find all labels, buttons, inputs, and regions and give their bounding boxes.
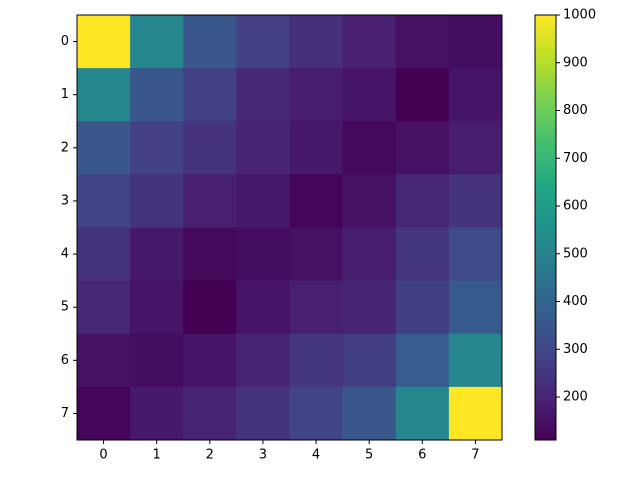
colorbar-tick-label: 900	[563, 55, 588, 70]
y-tick-label: 7	[61, 406, 69, 421]
x-tick-label: 2	[206, 448, 214, 463]
heatmap-cell	[236, 280, 290, 335]
colorbar	[534, 14, 557, 441]
heatmap-cell	[448, 333, 503, 388]
heatmap-cell	[448, 68, 503, 122]
heatmap-cell	[289, 386, 344, 441]
heatmap-cell	[130, 333, 184, 388]
heatmap-cell	[130, 121, 184, 175]
x-tick-label: 4	[312, 448, 320, 463]
heatmap-cell	[236, 333, 290, 388]
heatmap-cell	[289, 227, 344, 282]
x-tick-label: 6	[418, 448, 426, 463]
heatmap-cell	[395, 227, 450, 282]
heatmap-cell	[236, 121, 290, 175]
heatmap-cell	[395, 121, 450, 175]
heatmap-cell	[130, 174, 184, 228]
heatmap-cell	[289, 68, 344, 122]
heatmap-cell	[130, 68, 184, 122]
heatmap-cell	[395, 68, 450, 122]
x-tick-label: 7	[471, 448, 479, 463]
heatmap-cell	[342, 227, 397, 282]
heatmap-cell	[130, 386, 184, 441]
heatmap-cell	[183, 386, 237, 441]
heatmap-cell	[236, 386, 290, 441]
heatmap-cell	[342, 121, 397, 175]
y-tick-label: 0	[61, 34, 69, 49]
heatmap-cell	[289, 333, 344, 388]
heatmap-cell	[183, 333, 237, 388]
heatmap-cell	[130, 15, 184, 69]
heatmap-cell	[77, 121, 131, 175]
heatmap-cell	[289, 280, 344, 335]
y-tick-label: 2	[61, 140, 69, 155]
x-tick-label: 1	[153, 448, 161, 463]
heatmap-cell	[77, 227, 131, 282]
heatmap-cell	[183, 15, 237, 69]
colorbar-tick-label: 400	[563, 294, 588, 309]
heatmap-cell	[183, 227, 237, 282]
heatmap-cell	[183, 121, 237, 175]
heatmap-cell	[77, 15, 131, 69]
x-tick-label: 0	[99, 448, 107, 463]
heatmap-cell	[289, 121, 344, 175]
heatmap-cell	[395, 333, 450, 388]
y-tick-label: 6	[61, 353, 69, 368]
colorbar-tick-label: 800	[563, 103, 588, 118]
y-tick-label: 4	[61, 247, 69, 262]
colorbar-tick-label: 300	[563, 342, 588, 357]
heatmap-cell	[342, 280, 397, 335]
heatmap-cell	[289, 15, 344, 69]
heatmap-cell	[183, 68, 237, 122]
colorbar-tick-label: 500	[563, 246, 588, 261]
colorbar-tick-label: 700	[563, 151, 588, 166]
y-tick-label: 1	[61, 87, 69, 102]
heatmap-cell	[448, 386, 503, 441]
heatmap-cell	[236, 174, 290, 228]
heatmap-cell	[395, 386, 450, 441]
heatmap-cell	[395, 174, 450, 228]
heatmap-cell	[395, 280, 450, 335]
x-tick-label: 3	[259, 448, 267, 463]
colorbar-tick-label: 200	[563, 390, 588, 405]
heatmap-cell	[342, 174, 397, 228]
colorbar-tick-label: 600	[563, 199, 588, 214]
heatmap-cell	[77, 68, 131, 122]
heatmap-cell	[342, 333, 397, 388]
colorbar-tick-label: 1000	[563, 8, 596, 23]
heatmap-cell	[130, 280, 184, 335]
heatmap-cell	[236, 68, 290, 122]
y-tick-label: 3	[61, 193, 69, 208]
heatmap-cell	[77, 280, 131, 335]
heatmap-cell	[448, 280, 503, 335]
heatmap-cell	[342, 15, 397, 69]
heatmap-cell	[77, 333, 131, 388]
heatmap-cell	[448, 174, 503, 228]
plot-frame	[76, 14, 503, 441]
heatmap-cell	[448, 15, 503, 69]
heatmap-cell	[289, 174, 344, 228]
heatmap-cell	[130, 227, 184, 282]
y-tick-label: 5	[61, 300, 69, 315]
heatmap-cell	[183, 280, 237, 335]
heatmap-cell	[342, 386, 397, 441]
heatmap-cell	[395, 15, 450, 69]
heatmap-cell	[236, 15, 290, 69]
heatmap-cell	[448, 227, 503, 282]
heatmap-cell	[236, 227, 290, 282]
heatmap-cell	[342, 68, 397, 122]
x-tick-label: 5	[365, 448, 373, 463]
heatmap-cell	[77, 386, 131, 441]
heatmap-cell	[448, 121, 503, 175]
heatmap-cell	[183, 174, 237, 228]
heatmap-cell	[77, 174, 131, 228]
